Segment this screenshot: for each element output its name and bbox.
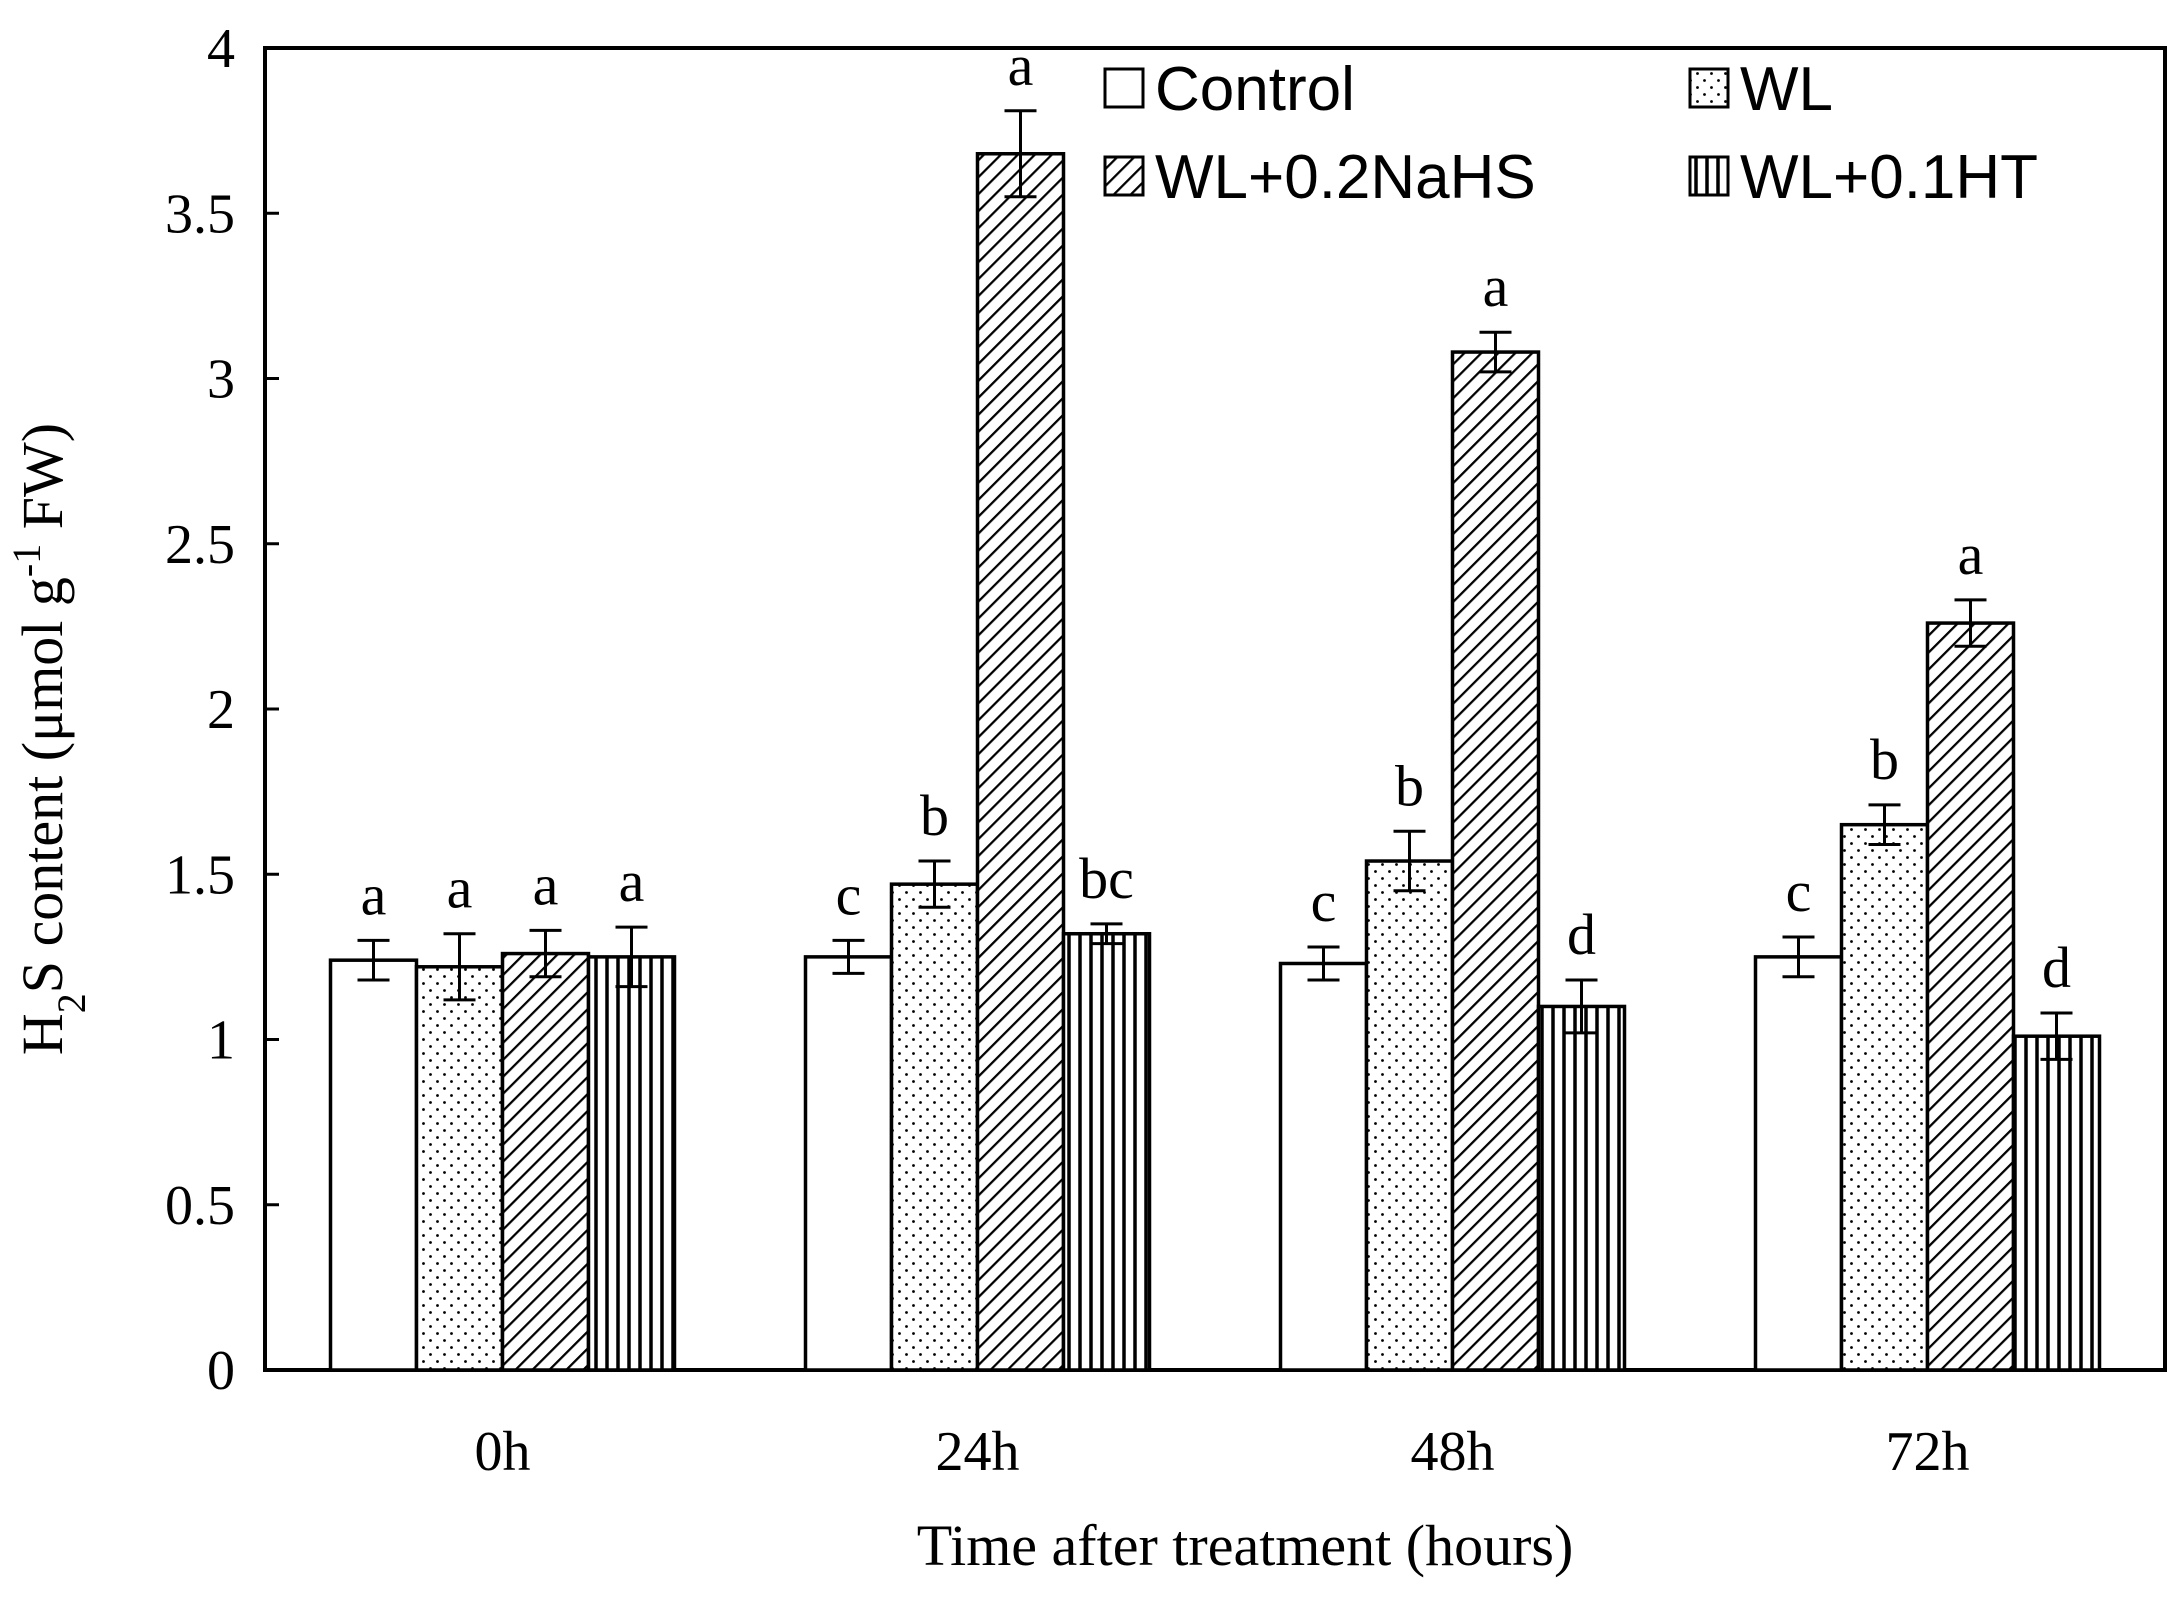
bar-wl-0-1ht-72h bbox=[2011, 1034, 2102, 1372]
x-axis-title: Time after treatment (hours) bbox=[917, 1513, 1574, 1578]
x-tick-label: 24h bbox=[936, 1421, 1020, 1483]
bar-wl-0-1ht-48h bbox=[1536, 1004, 1627, 1372]
bar-wl-0-2nahs-48h bbox=[1450, 350, 1541, 1372]
y-tick-label: 2 bbox=[207, 679, 235, 741]
y-axis-title-middle: S content (μmol g bbox=[10, 577, 75, 993]
y-tick-label: 2.5 bbox=[165, 514, 235, 576]
significance-letter: bc bbox=[1079, 846, 1134, 911]
error-bars bbox=[357, 109, 2073, 1061]
legend-swatch-plain bbox=[1103, 67, 1145, 109]
bar-wl-72h bbox=[1839, 822, 1930, 1372]
y-axis-ticks: 0 0.5 1 1.5 2 2.5 3 3.5 4 bbox=[165, 18, 279, 1402]
significance-letter: a bbox=[619, 849, 645, 914]
bar-wl-0-2nahs-24h bbox=[975, 152, 1066, 1372]
y-tick-label: 0 bbox=[207, 1340, 235, 1402]
bar-wl-48h bbox=[1364, 859, 1455, 1372]
y-axis-title: H2S content (μmol g-1 FW) bbox=[4, 423, 94, 1055]
significance-letter: b bbox=[1870, 727, 1899, 792]
y-tick-label: 4 bbox=[207, 18, 235, 80]
x-tick-label: 48h bbox=[1411, 1421, 1495, 1483]
legend-label: WL+0.2NaHS bbox=[1155, 143, 1536, 212]
bar-wl-0-2nahs-0h bbox=[500, 951, 591, 1372]
y-tick-label: 1 bbox=[207, 1010, 235, 1072]
x-axis-tick-labels: 0h 24h 48h 72h bbox=[475, 1421, 1970, 1483]
significance-letter: a bbox=[1958, 522, 1984, 587]
legend-swatch-vertical bbox=[1688, 155, 1730, 197]
x-tick-label: 72h bbox=[1886, 1421, 1970, 1483]
bars bbox=[328, 152, 2102, 1372]
significance-letter: d bbox=[1567, 902, 1596, 967]
significance-letter: a bbox=[1008, 33, 1034, 98]
bar-control-0h bbox=[328, 958, 419, 1372]
significance-letter: a bbox=[361, 862, 387, 927]
y-axis-title-sup: -1 bbox=[4, 544, 49, 577]
y-tick-label: 1.5 bbox=[165, 844, 235, 906]
significance-letter: b bbox=[920, 783, 949, 848]
significance-letter: b bbox=[1395, 753, 1424, 818]
x-tick-label: 0h bbox=[475, 1421, 531, 1483]
significance-letter: a bbox=[1483, 254, 1509, 319]
y-axis-title-sub: 2 bbox=[49, 993, 94, 1013]
y-tick-label: 0.5 bbox=[165, 1175, 235, 1237]
bar-wl-0-2nahs-72h bbox=[1925, 621, 2016, 1372]
significance-letter: c bbox=[836, 862, 862, 927]
bar-wl-0-1ht-24h bbox=[1061, 931, 1152, 1372]
significance-letter: a bbox=[447, 856, 473, 921]
significance-letter: d bbox=[2042, 935, 2071, 1000]
legend-swatch-dots bbox=[1688, 67, 1730, 109]
bar-control-72h bbox=[1753, 955, 1844, 1372]
significance-letter: c bbox=[1311, 869, 1337, 934]
legend-swatch-diagonal bbox=[1103, 155, 1145, 197]
legend-label: Control bbox=[1155, 55, 1355, 124]
y-tick-label: 3 bbox=[207, 349, 235, 411]
bar-wl-0h bbox=[414, 965, 505, 1372]
legend-label: WL bbox=[1740, 55, 1833, 124]
bar-wl-24h bbox=[889, 882, 980, 1372]
legend: Control WL WL+0.2NaHS WL+0.1HT bbox=[1103, 55, 2038, 212]
legend-label: WL+0.1HT bbox=[1740, 143, 2038, 212]
bar-control-24h bbox=[803, 955, 894, 1372]
y-axis-title-prefix: H bbox=[10, 1013, 75, 1055]
significance-letter: c bbox=[1786, 859, 1812, 924]
bar-control-48h bbox=[1278, 961, 1369, 1372]
y-axis-title-suffix: FW) bbox=[10, 423, 75, 544]
significance-letter: a bbox=[533, 852, 559, 917]
bar-wl-0-1ht-0h bbox=[586, 955, 677, 1372]
y-tick-label: 3.5 bbox=[165, 183, 235, 245]
